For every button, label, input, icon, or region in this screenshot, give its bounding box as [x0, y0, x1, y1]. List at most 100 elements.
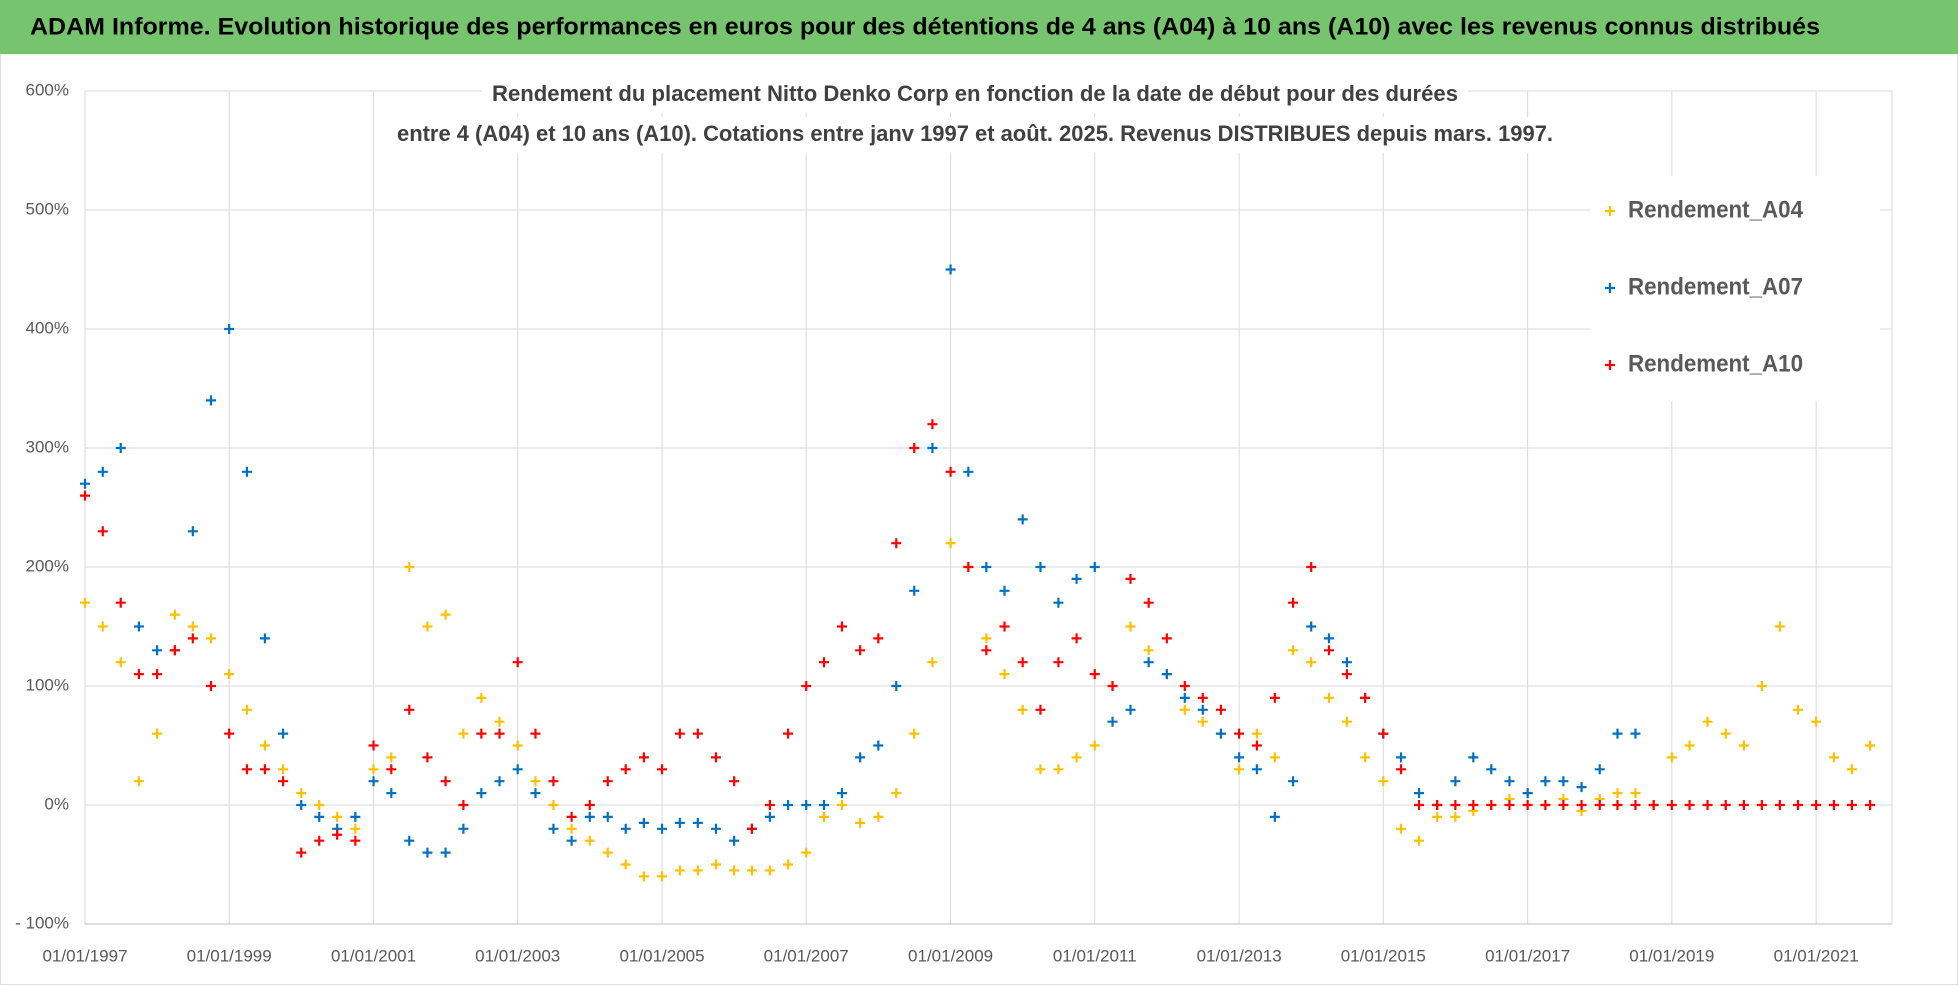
point: [764, 800, 775, 810]
point: [476, 728, 487, 739]
point: [80, 478, 90, 489]
point: [350, 823, 361, 834]
point: [1234, 728, 1245, 739]
point: [710, 752, 721, 763]
point: [1684, 800, 1695, 810]
point: [584, 811, 595, 822]
point: [1306, 657, 1317, 668]
point: [1702, 800, 1713, 810]
point: [945, 538, 956, 549]
point: [873, 740, 884, 751]
point: [314, 800, 325, 810]
point: [1468, 800, 1479, 810]
point: [1414, 788, 1425, 799]
point: [1234, 752, 1245, 763]
point: [97, 466, 108, 477]
point: [1179, 692, 1190, 703]
legend-marker: [1605, 283, 1615, 293]
point: [1215, 728, 1226, 739]
point: [1414, 800, 1425, 810]
point: [404, 562, 415, 572]
point: [1017, 704, 1028, 715]
point: [836, 788, 847, 799]
point: [746, 865, 757, 876]
point: [783, 859, 794, 870]
point: [458, 800, 469, 810]
point: [891, 538, 902, 549]
point: [1089, 740, 1100, 751]
point: [620, 823, 631, 834]
point: [1846, 800, 1857, 810]
point: [169, 609, 180, 620]
x-tick-label: 01/01/2005: [620, 946, 705, 965]
point: [1269, 811, 1280, 822]
point: [620, 859, 631, 870]
point: [1720, 728, 1731, 739]
point: [80, 490, 90, 501]
point: [241, 466, 252, 477]
point: [1161, 669, 1172, 680]
point: [1738, 740, 1749, 751]
point: [981, 633, 992, 644]
y-tick-label: 400%: [26, 318, 69, 337]
point: [296, 800, 307, 810]
point: [1197, 692, 1208, 703]
point: [422, 752, 433, 763]
point: [746, 823, 757, 834]
point: [1179, 681, 1190, 691]
x-tick-label: 01/01/2011: [1053, 946, 1137, 965]
point: [873, 811, 884, 822]
point: [241, 764, 252, 775]
point: [638, 871, 649, 882]
point: [1288, 776, 1299, 787]
point: [1504, 800, 1515, 810]
point: [386, 752, 397, 763]
point: [1486, 764, 1497, 775]
point: [1432, 800, 1443, 810]
y-tick-label: 600%: [26, 80, 69, 99]
point: [278, 728, 289, 739]
point: [1125, 621, 1136, 632]
point: [1107, 681, 1118, 691]
point: [1612, 800, 1623, 810]
point: [855, 645, 866, 656]
point: [729, 776, 740, 787]
point: [584, 800, 595, 810]
point: [1811, 800, 1822, 810]
point: [1865, 740, 1876, 751]
point: [1323, 645, 1334, 656]
point: [602, 811, 613, 822]
point: [512, 740, 523, 751]
point: [891, 788, 902, 799]
point: [927, 443, 938, 453]
point: [259, 740, 270, 751]
point: [1341, 657, 1352, 668]
point: [1612, 788, 1623, 799]
point: [350, 835, 361, 846]
point: [205, 395, 216, 406]
point: [512, 764, 523, 775]
point: [945, 466, 956, 477]
point: [1576, 800, 1587, 810]
point: [1414, 835, 1425, 846]
point: [891, 681, 902, 691]
point: [224, 324, 235, 334]
point: [530, 776, 541, 787]
point: [657, 764, 668, 775]
x-tick-label: 01/01/2019: [1629, 946, 1714, 965]
point: [152, 645, 163, 656]
point: [368, 740, 379, 751]
point: [1558, 800, 1569, 810]
point: [152, 669, 163, 680]
point: [1630, 788, 1641, 799]
point: [1035, 764, 1046, 775]
point: [422, 621, 433, 632]
point: [692, 865, 703, 876]
point: [115, 597, 126, 608]
point: [1251, 728, 1262, 739]
point: [999, 585, 1010, 596]
point: [205, 633, 216, 644]
point: [1035, 562, 1046, 572]
